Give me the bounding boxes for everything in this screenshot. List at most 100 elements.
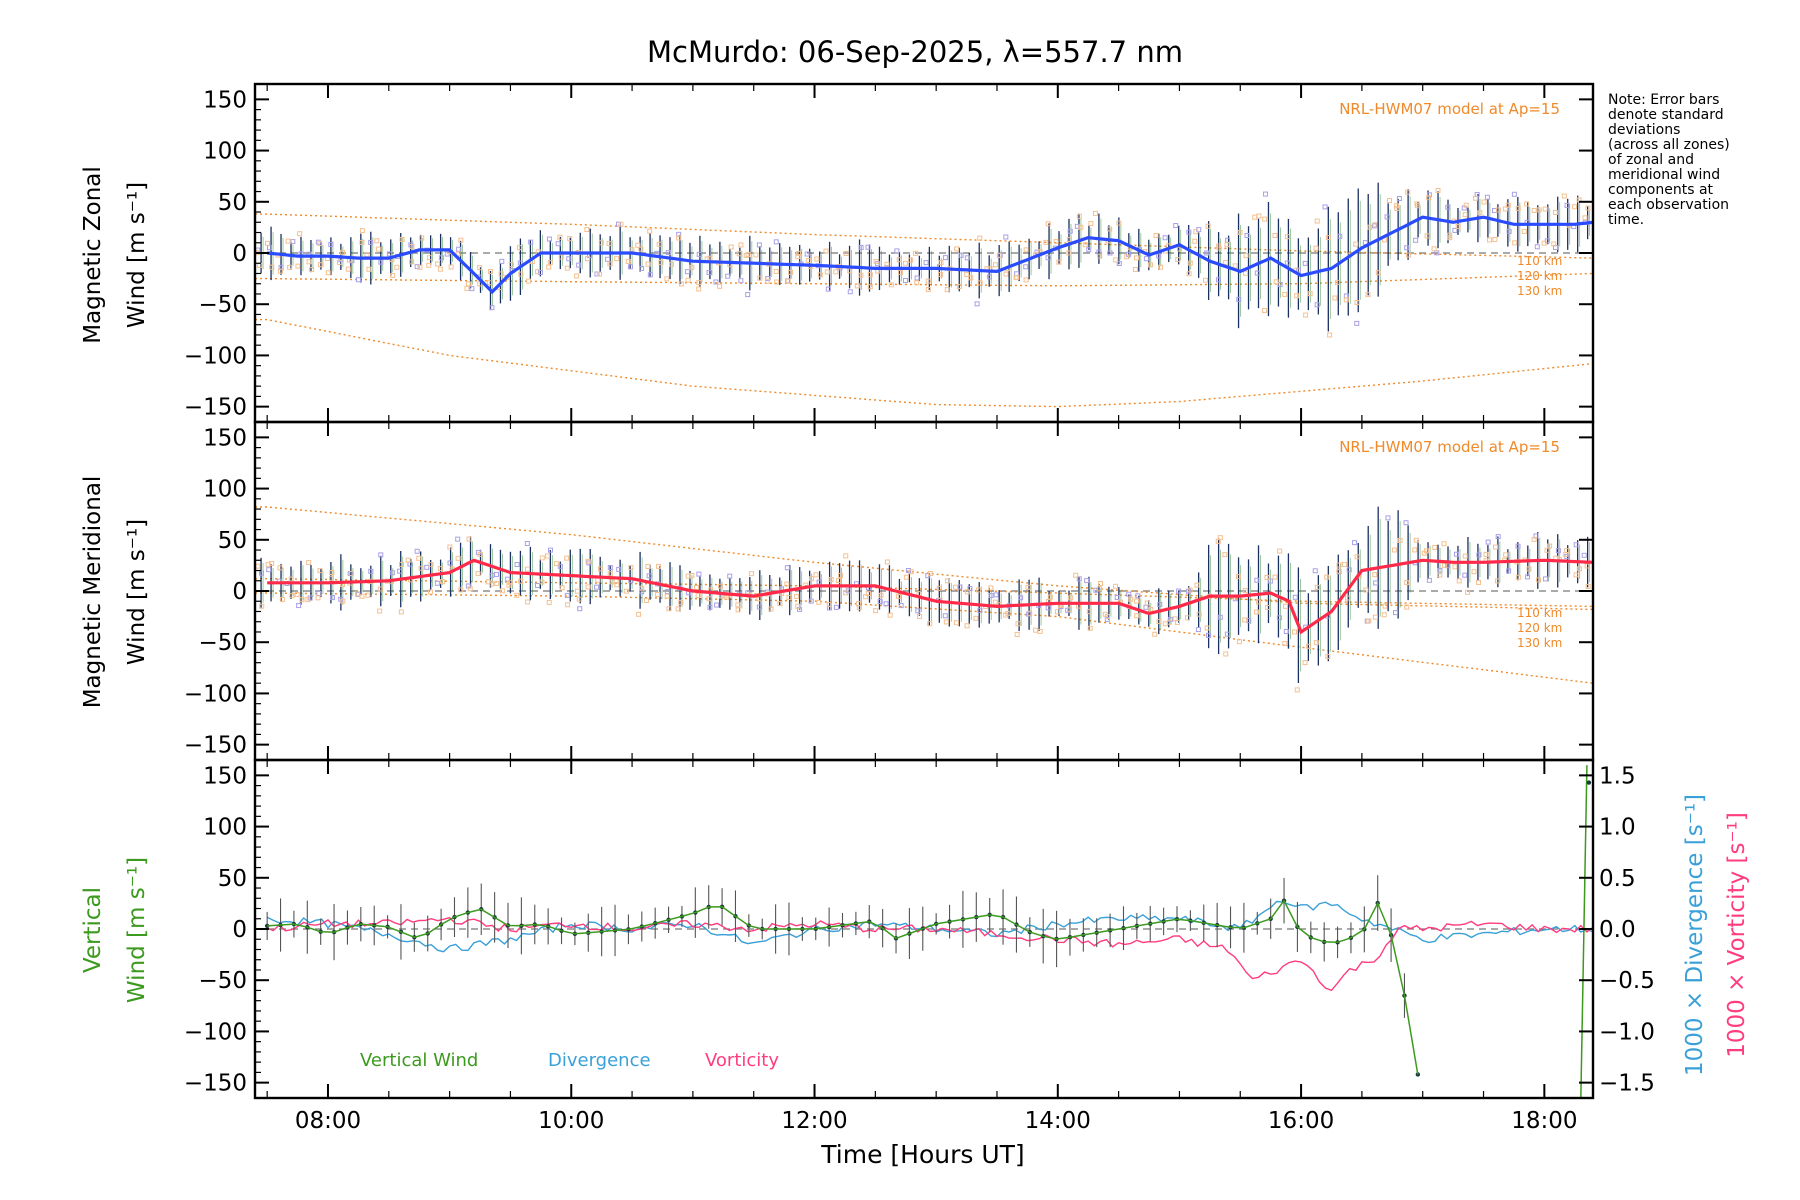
scatter-point <box>936 585 942 591</box>
scatter-point <box>639 265 645 271</box>
scatter-point <box>306 560 312 566</box>
x-tick-label: 12:00 <box>781 1108 847 1134</box>
scatter-point <box>1254 577 1260 583</box>
scatter-point <box>678 281 684 287</box>
scatter-point <box>1206 632 1212 638</box>
scatter-point <box>1192 238 1198 244</box>
note-line: deviations <box>1608 122 1680 138</box>
scatter-point <box>745 292 751 298</box>
scatter-point <box>437 566 443 572</box>
scatter-point <box>785 278 791 284</box>
scatter-point <box>398 561 404 567</box>
scatter-point <box>1217 535 1223 541</box>
scatter-point <box>1465 589 1471 595</box>
scatter-point <box>1391 547 1397 553</box>
scatter-point <box>1267 578 1273 584</box>
scatter-point <box>843 553 849 559</box>
scatter-point <box>448 264 454 270</box>
scatter-point <box>1067 237 1073 243</box>
vertical-wind-marker <box>1586 780 1592 785</box>
scatter-point <box>458 587 464 593</box>
scatter-point <box>1265 604 1271 610</box>
scatter-point <box>340 598 346 604</box>
scatter-point <box>643 597 649 603</box>
scatter-point <box>1023 247 1029 253</box>
scatter-point <box>738 278 744 284</box>
scatter-point <box>426 262 432 268</box>
scatter-point <box>1097 586 1103 592</box>
scatter-point <box>676 235 682 241</box>
scatter-point <box>976 587 982 593</box>
scatter-point <box>585 584 591 590</box>
scatter-point <box>833 269 839 275</box>
y-tick-label: −100 <box>184 681 247 707</box>
scatter-point <box>878 592 884 598</box>
scatter-point <box>546 599 552 605</box>
scatter-point <box>1186 271 1192 277</box>
scatter-point <box>1344 595 1350 601</box>
model-height-label: 120 km <box>1517 621 1562 635</box>
scatter-point <box>942 255 948 261</box>
scatter-point <box>585 256 591 262</box>
scatter-point <box>305 597 311 603</box>
scatter-point <box>1003 612 1009 618</box>
scatter-point <box>475 571 481 577</box>
scatter-point <box>564 555 570 561</box>
scatter-point <box>1525 574 1531 580</box>
scatter-point <box>1495 534 1501 540</box>
scatter-point <box>1492 544 1498 550</box>
scatter-point <box>337 259 343 265</box>
note-line: Note: Error bars <box>1608 92 1719 108</box>
scatter-point <box>865 244 871 250</box>
scatter-point <box>1204 250 1210 256</box>
scatter-point <box>887 612 893 618</box>
scatter-point <box>693 584 699 590</box>
scatter-point <box>584 227 590 233</box>
scatter-point <box>577 606 583 612</box>
scatter-point <box>288 576 294 582</box>
scatter-point <box>1462 553 1468 559</box>
scatter-point <box>1196 611 1202 617</box>
scatter-point <box>299 597 305 603</box>
scatter-point <box>1435 187 1441 193</box>
scatter-point <box>1371 223 1377 229</box>
scatter-point <box>1521 228 1527 234</box>
scatter-point <box>1003 234 1009 240</box>
scatter-point <box>564 265 570 271</box>
scatter-point <box>1481 199 1487 205</box>
scatter-point <box>1023 264 1029 270</box>
scatter-point <box>1232 263 1238 269</box>
scatter-point <box>1157 601 1163 607</box>
scatter-point <box>877 598 883 604</box>
scatter-point <box>1104 616 1110 622</box>
scatter-point <box>1203 277 1209 283</box>
scatter-point <box>1584 563 1590 569</box>
scatter-point <box>1045 221 1051 227</box>
scatter-point <box>714 602 720 608</box>
scatter-point <box>696 280 702 286</box>
scatter-point <box>1487 237 1493 243</box>
scatter-point <box>1292 594 1298 600</box>
scatter-point <box>833 604 839 610</box>
scatter-point <box>695 593 701 599</box>
scatter-point <box>1353 241 1359 247</box>
scatter-point <box>914 275 920 281</box>
scatter-point <box>1043 239 1049 245</box>
scatter-point <box>1088 221 1094 227</box>
scatter-point <box>1327 332 1333 338</box>
scatter-point <box>1346 567 1352 573</box>
legend-vertical-wind: Vertical Wind <box>360 1050 478 1071</box>
scatter-point <box>539 579 545 585</box>
x-axis-label: Time [Hours UT] <box>820 1140 1024 1169</box>
scatter-point <box>823 248 829 254</box>
scatter-point <box>1078 224 1084 230</box>
scatter-point <box>1272 574 1278 580</box>
scatter-point <box>378 552 384 558</box>
scatter-point <box>717 283 723 289</box>
right-axis-tick-label: −1.0 <box>1599 1019 1655 1045</box>
scatter-point <box>814 256 820 262</box>
scatter-point <box>417 264 423 270</box>
scatter-point <box>1263 191 1269 197</box>
scatter-point <box>954 246 960 252</box>
scatter-point <box>1264 575 1270 581</box>
